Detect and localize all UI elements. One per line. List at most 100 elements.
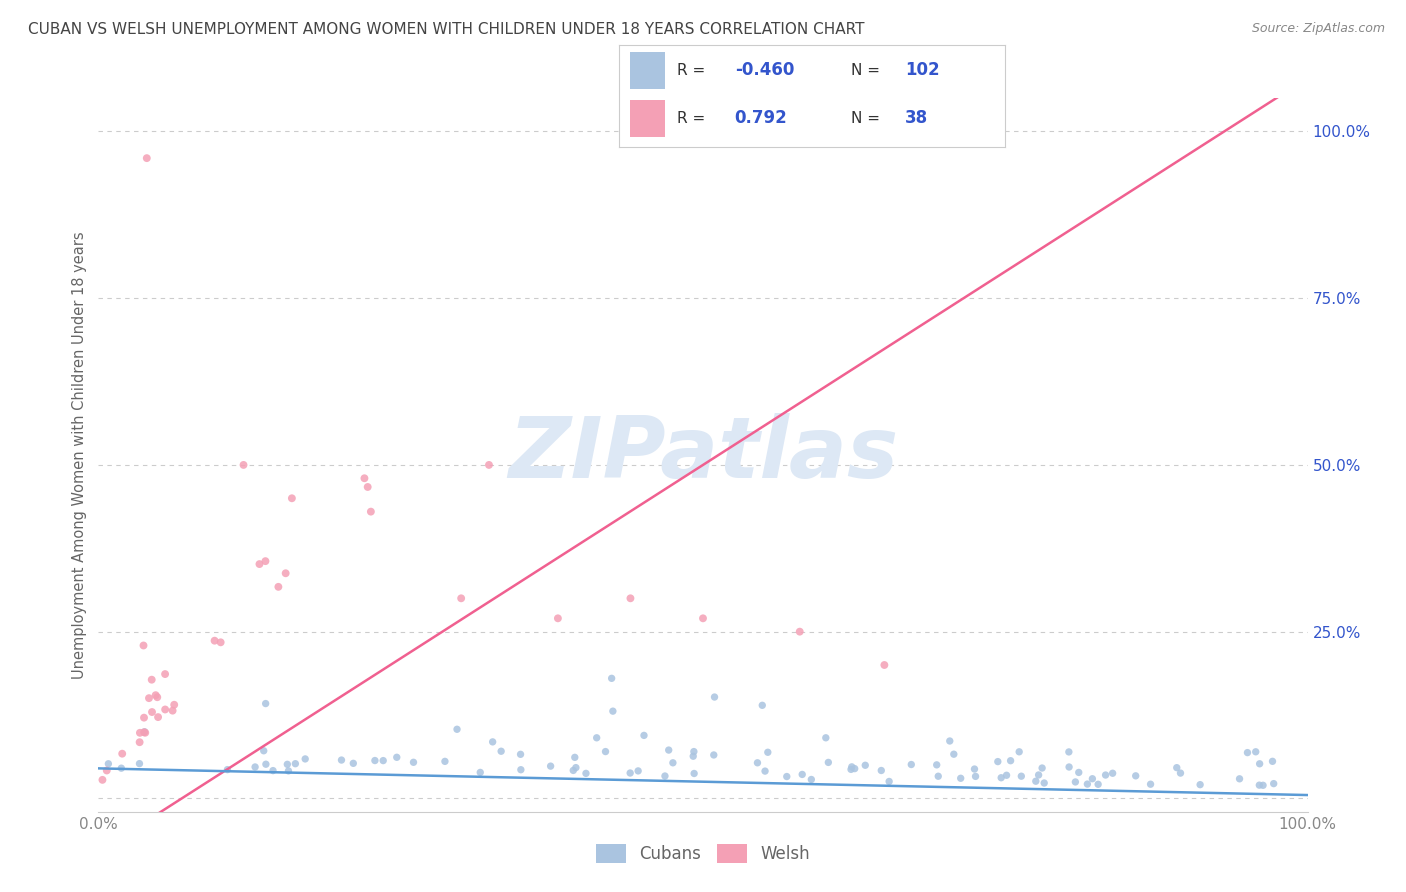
Point [360,505,382,519]
Point [870,764,893,778]
Point [754,764,776,778]
Point [153,667,176,681]
Point [509,763,531,777]
Point [949,772,972,786]
Point [1087,777,1109,791]
Point [602,704,624,718]
Point [481,735,503,749]
Point [132,725,155,739]
Point [254,697,277,711]
Point [1094,768,1116,782]
Point [478,458,501,472]
Point [776,770,799,784]
Text: R =: R = [676,111,710,126]
Point [146,690,169,705]
Point [853,758,876,772]
Point [1170,766,1192,780]
Text: Source: ZipAtlas.com: Source: ZipAtlas.com [1251,22,1385,36]
Point [129,726,152,740]
Point [844,762,866,776]
Point [204,633,226,648]
Point [267,580,290,594]
Point [963,762,986,776]
Point [654,769,676,783]
Point [595,745,617,759]
Point [110,761,132,775]
Point [489,744,512,758]
Point [800,772,823,787]
Point [1251,778,1274,792]
Point [1031,761,1053,775]
Point [364,754,387,768]
Text: N =: N = [851,62,880,78]
Bar [630,100,665,137]
Point [814,731,837,745]
Point [1028,768,1050,782]
Point [146,710,169,724]
Point [402,756,425,770]
Point [662,756,685,770]
Point [1263,777,1285,791]
Point [792,767,814,781]
Point [262,764,284,778]
Point [470,765,492,780]
Point [1166,761,1188,775]
Point [751,698,773,713]
Point [357,480,380,494]
Point [373,754,395,768]
Text: 38: 38 [905,110,928,128]
Point [111,747,134,761]
Point [703,690,725,704]
Point [1101,766,1123,780]
Point [547,611,569,625]
Point [877,774,900,789]
Point [249,557,271,571]
Point [562,764,585,778]
Point [1010,769,1032,783]
Point [565,761,588,775]
Point [145,688,167,702]
Point [1189,778,1212,792]
Text: 0.792: 0.792 [734,110,787,128]
Point [1125,769,1147,783]
Point [619,766,641,780]
Text: N =: N = [851,111,880,126]
Point [1008,745,1031,759]
Point [135,151,157,165]
Point [939,734,962,748]
Point [600,671,623,685]
Point [1076,777,1098,791]
Point [619,591,641,606]
Point [433,755,456,769]
Point [253,744,276,758]
Point [927,769,949,783]
Point [683,766,706,780]
Point [817,756,839,770]
Point [243,760,266,774]
Text: 102: 102 [905,62,939,79]
Point [1236,746,1258,760]
Point [703,747,725,762]
Point [995,768,1018,782]
Point [873,658,896,673]
Point [330,753,353,767]
Point [232,458,254,472]
Point [128,756,150,771]
Point [747,756,769,770]
Point [1033,776,1056,790]
Point [692,611,714,625]
Point [209,635,232,649]
Legend: Cubans, Welsh: Cubans, Welsh [588,835,818,871]
Point [683,745,706,759]
Point [575,766,598,780]
Point [564,750,586,764]
Point [132,639,155,653]
Point [839,763,862,777]
Point [1229,772,1251,786]
Point [1261,755,1284,769]
Text: -0.460: -0.460 [734,62,794,79]
Point [162,704,184,718]
Point [1244,745,1267,759]
Point [1067,765,1090,780]
Point [1249,778,1271,792]
